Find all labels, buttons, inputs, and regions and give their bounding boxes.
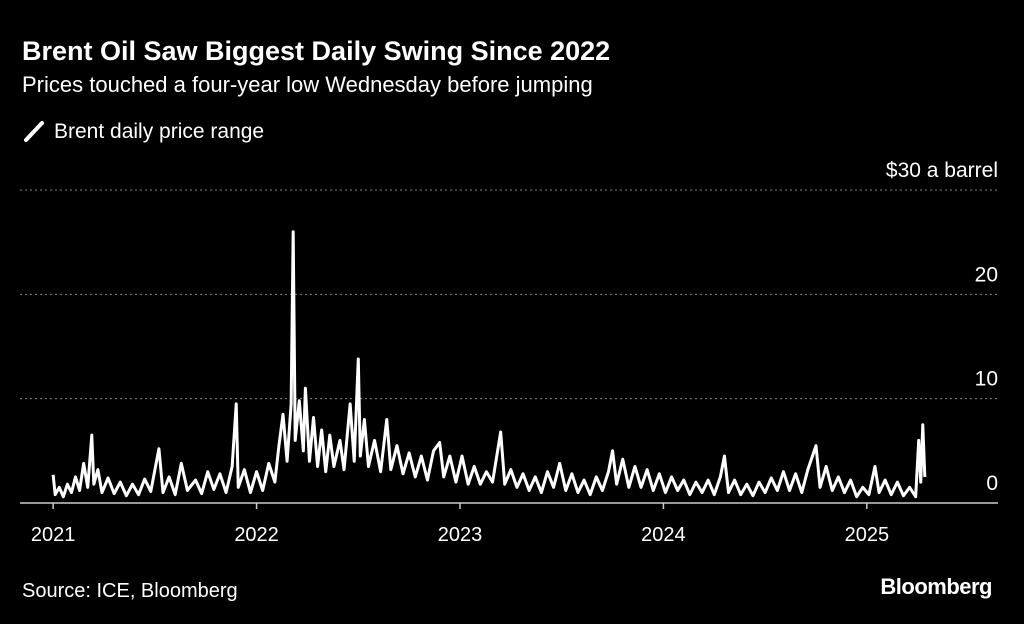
source: Source: ICE, Bloomberg	[22, 580, 238, 602]
legend-swatch	[24, 121, 44, 142]
chart-subtitle: Prices touched a four-year low Wednesday…	[22, 72, 593, 97]
logo: Bloomberg	[880, 574, 992, 599]
data-line	[51, 230, 927, 499]
x-tick-label: 2023	[438, 524, 483, 546]
y-tick-label: 0	[986, 472, 998, 495]
y-tick-label: $30 a barrel	[886, 159, 998, 182]
x-tick-label: 2021	[31, 524, 76, 546]
legend-label: Brent daily price range	[54, 120, 264, 143]
y-tick-label: 20	[975, 263, 998, 286]
y-tick-label: 10	[975, 368, 998, 391]
chart-title: Brent Oil Saw Biggest Daily Swing Since …	[22, 36, 610, 66]
x-tick-label: 2025	[845, 524, 890, 546]
x-tick-label: 2024	[641, 524, 686, 546]
x-tick-label: 2022	[234, 524, 279, 546]
